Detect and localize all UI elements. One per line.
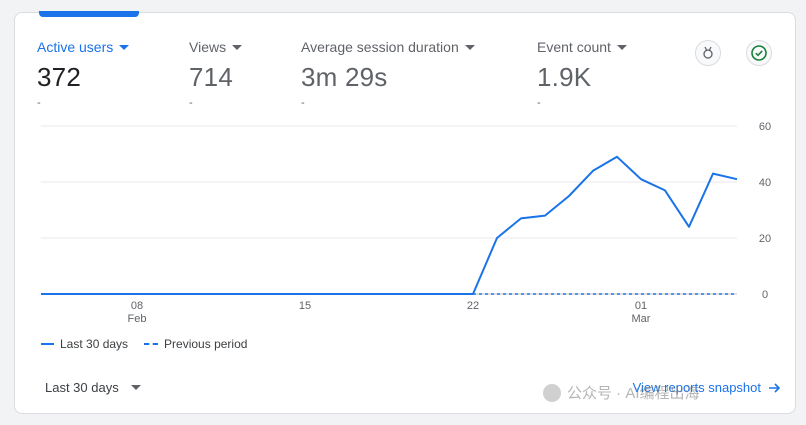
metric-label: Average session duration bbox=[301, 39, 459, 55]
metric-delta: - bbox=[37, 97, 41, 109]
caret-down-icon bbox=[464, 44, 475, 50]
y-tick-label: 20 bbox=[759, 233, 771, 245]
legend-item-current: Last 30 days bbox=[41, 337, 128, 351]
metric-delta: - bbox=[301, 97, 305, 109]
active-tab-indicator bbox=[39, 11, 139, 17]
metric-event-count[interactable]: Event count 1.9K - bbox=[537, 39, 627, 109]
metric-views[interactable]: Views 714 - bbox=[189, 39, 243, 109]
view-reports-snapshot-link[interactable]: View reports snapshot bbox=[633, 380, 781, 395]
check-circle-icon[interactable] bbox=[746, 40, 772, 66]
date-range-dropdown[interactable]: Last 30 days bbox=[45, 380, 141, 395]
view-link-label: View reports snapshot bbox=[632, 380, 761, 395]
metric-label: Active users bbox=[37, 39, 114, 55]
y-tick-label: 40 bbox=[759, 177, 771, 189]
x-tick-sublabel: Feb bbox=[128, 313, 147, 325]
date-range-label: Last 30 days bbox=[45, 380, 119, 395]
chart-series bbox=[41, 155, 738, 295]
wechat-icon bbox=[543, 383, 561, 402]
metric-label: Event count bbox=[537, 39, 611, 55]
legend-swatch bbox=[41, 343, 54, 345]
chart-legend: Last 30 days Previous period bbox=[41, 337, 247, 351]
metric-value: 372 bbox=[37, 62, 81, 92]
y-axis-ticks: 0 20 40 60 bbox=[759, 121, 771, 301]
chart-grid bbox=[41, 125, 737, 295]
metric-delta: - bbox=[537, 97, 541, 109]
metric-value: 1.9K bbox=[537, 62, 592, 92]
y-tick-label: 60 bbox=[759, 121, 771, 133]
x-tick-label: 08 bbox=[131, 300, 143, 312]
metric-active-users[interactable]: Active users 372 - bbox=[37, 39, 130, 109]
metric-label: Views bbox=[189, 39, 227, 55]
series-line-last-30-days bbox=[41, 155, 738, 295]
caret-down-icon bbox=[119, 44, 130, 50]
metric-delta: - bbox=[189, 97, 193, 109]
x-tick-sublabel: Mar bbox=[632, 313, 651, 325]
x-tick-label: 01 bbox=[635, 300, 647, 312]
medal-icon[interactable] bbox=[695, 40, 721, 66]
x-tick-label: 15 bbox=[299, 300, 311, 312]
caret-down-icon bbox=[130, 385, 141, 390]
metric-value: 3m 29s bbox=[301, 62, 388, 92]
metric-value: 714 bbox=[189, 62, 233, 92]
legend-item-previous: Previous period bbox=[144, 337, 247, 351]
caret-down-icon bbox=[616, 44, 627, 50]
arrow-right-icon bbox=[769, 382, 781, 393]
caret-down-icon bbox=[232, 44, 243, 50]
legend-label: Previous period bbox=[164, 337, 248, 351]
overview-card: Active users 372 - Views 714 - Average s… bbox=[14, 11, 796, 414]
metric-avg-session-duration[interactable]: Average session duration 3m 29s - bbox=[301, 39, 475, 109]
legend-swatch bbox=[144, 343, 159, 345]
y-tick-label: 0 bbox=[762, 289, 768, 301]
x-tick-label: 22 bbox=[467, 300, 479, 312]
legend-label: Last 30 days bbox=[60, 337, 129, 351]
